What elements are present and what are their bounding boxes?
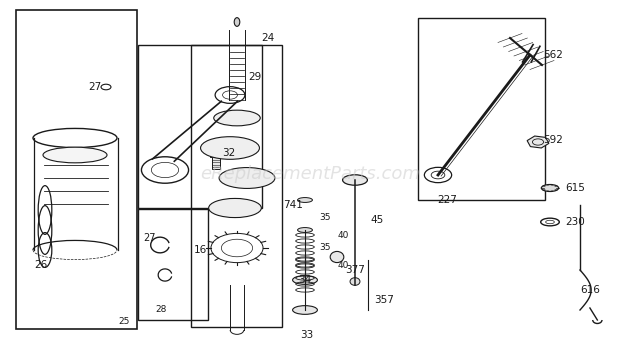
Ellipse shape	[293, 276, 317, 284]
Ellipse shape	[298, 228, 312, 232]
Ellipse shape	[200, 137, 259, 159]
Text: 32: 32	[222, 148, 235, 158]
Text: 16: 16	[194, 245, 207, 255]
Text: 28: 28	[155, 306, 166, 315]
Ellipse shape	[219, 167, 275, 188]
Text: eReplacementParts.com: eReplacementParts.com	[200, 165, 420, 183]
Text: 26: 26	[34, 260, 47, 270]
Text: 377: 377	[345, 265, 365, 275]
Ellipse shape	[293, 306, 317, 314]
Text: 616: 616	[580, 285, 600, 295]
Ellipse shape	[214, 110, 260, 126]
Text: 24: 24	[261, 33, 274, 43]
Ellipse shape	[541, 184, 559, 191]
Text: 35: 35	[319, 244, 330, 253]
Text: 227: 227	[437, 195, 457, 205]
FancyBboxPatch shape	[210, 153, 221, 157]
Text: 34: 34	[298, 275, 311, 285]
Bar	[138, 45, 262, 208]
Bar	[16, 10, 137, 329]
Text: 29: 29	[248, 72, 261, 82]
FancyBboxPatch shape	[212, 157, 219, 169]
Ellipse shape	[209, 198, 262, 218]
Bar	[138, 209, 208, 320]
Text: 27: 27	[88, 82, 101, 92]
Text: 562: 562	[543, 50, 563, 60]
Text: 25: 25	[118, 317, 130, 326]
Bar	[418, 18, 545, 200]
Text: 40: 40	[338, 230, 350, 239]
Text: 230: 230	[565, 217, 585, 227]
Text: 27: 27	[143, 233, 156, 243]
Text: 615: 615	[565, 183, 585, 193]
Ellipse shape	[343, 175, 368, 185]
Text: 33: 33	[300, 330, 313, 340]
Text: 35: 35	[319, 214, 330, 222]
Text: 741: 741	[283, 200, 303, 210]
Ellipse shape	[234, 18, 240, 26]
Bar	[191, 45, 282, 327]
Text: 40: 40	[338, 261, 350, 269]
Ellipse shape	[350, 278, 360, 285]
Text: 592: 592	[543, 135, 563, 145]
Ellipse shape	[330, 252, 344, 263]
Text: 357: 357	[374, 295, 394, 305]
Ellipse shape	[298, 198, 312, 203]
Text: 45: 45	[370, 215, 383, 225]
Ellipse shape	[43, 147, 107, 163]
